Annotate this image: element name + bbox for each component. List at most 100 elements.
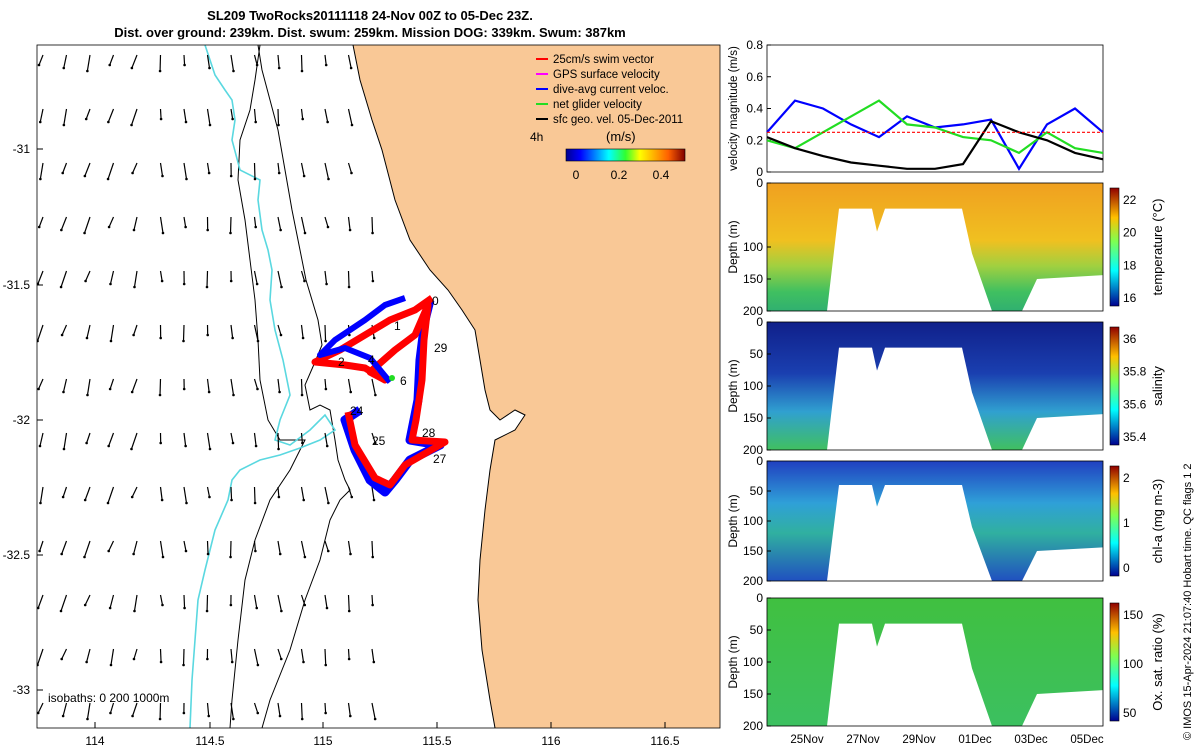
velocity-arrow-head <box>39 177 42 181</box>
velocity-arrow-head <box>374 393 377 397</box>
velocity-arrow-head <box>107 444 110 448</box>
velocity-arrow <box>159 648 162 663</box>
coastline-200m <box>257 45 351 728</box>
surface-velocity-arrows <box>37 54 377 721</box>
velocity-arrow-head <box>347 285 351 289</box>
colorbar-tick-label: 0 <box>573 168 580 182</box>
velocity-arrow <box>39 540 44 552</box>
velocity-arrow-head <box>38 444 42 448</box>
velocity-arrow-head <box>37 339 39 343</box>
velocity-arrow <box>108 540 115 552</box>
velocity-arrow <box>253 594 258 609</box>
velocity-arrow <box>159 270 163 282</box>
velocity-arrow-head <box>327 501 330 505</box>
velocity-arrow <box>324 702 327 714</box>
track-day-label: 1 <box>394 319 401 333</box>
velocity-arrow-head <box>131 714 134 718</box>
velocity-arrow <box>230 486 233 501</box>
map-y-tick-label: -32 <box>13 413 31 427</box>
velocity-arrow <box>371 432 376 444</box>
velocity-arrow-head <box>106 501 110 505</box>
map-x-tick-label: 115 <box>313 734 332 748</box>
velocity-arrow-head <box>232 393 235 397</box>
velocity-arrow-head <box>373 441 377 445</box>
velocity-arrow-head <box>255 63 259 67</box>
velocity-arrow <box>206 378 210 393</box>
velocity-arrow-head <box>62 447 66 451</box>
velocity-arrow <box>107 162 115 180</box>
velocity-arrow <box>230 54 235 72</box>
velocity-arrow-head <box>38 549 41 553</box>
velocity-arrow-head <box>371 231 374 235</box>
velocity-arrow <box>300 54 303 72</box>
velocity-arrow-head <box>159 336 162 340</box>
velocity-arrow <box>206 108 211 126</box>
velocity-arrow-head <box>61 714 65 718</box>
velocity-arrow <box>39 486 44 504</box>
track-day-label: 2 <box>338 355 345 369</box>
velocity-arrow-head <box>83 498 87 502</box>
velocity-arrow-head <box>206 333 209 337</box>
velocity-arrow-head <box>161 603 164 607</box>
velocity-arrow <box>253 378 259 390</box>
velocity-arrow-head <box>184 549 188 553</box>
velocity-arrow <box>277 594 282 612</box>
velocity-arrow-head <box>182 387 186 391</box>
velocity-arrow-head <box>185 501 188 505</box>
velocity-arrow <box>347 702 351 717</box>
velocity-arrow-head <box>182 282 186 286</box>
velocity-arrow-head <box>206 552 210 556</box>
velocity-arrow <box>206 702 210 717</box>
velocity-arrow-head <box>324 63 328 67</box>
velocity-arrow <box>109 378 115 390</box>
velocity-arrow <box>108 216 115 228</box>
velocity-arrow <box>183 108 187 123</box>
velocity-arrow <box>206 486 211 498</box>
velocity-arrow <box>37 648 44 666</box>
velocity-arrow <box>277 378 281 393</box>
velocity-arrow <box>83 216 91 234</box>
velocity-arrow <box>109 270 115 285</box>
isobaths-label: isobaths: 0 200 1000m <box>48 691 169 705</box>
velocity-arrow-head <box>158 717 162 721</box>
velocity-arrow-head <box>277 495 281 499</box>
velocity-arrow <box>37 270 44 285</box>
velocity-arrow <box>62 702 68 717</box>
velocity-arrow <box>132 702 138 717</box>
velocity-arrow <box>300 540 306 558</box>
velocity-arrow <box>183 54 186 66</box>
velocity-arrow-head <box>280 609 283 613</box>
velocity-arrow-head <box>130 390 134 394</box>
chart-title: SL209 TwoRocks20111118 24-Nov 00Z to 05-… <box>207 8 533 23</box>
map-y-tick-label: -31.5 <box>3 278 31 292</box>
velocity-arrow-head <box>277 171 281 175</box>
velocity-arrow-head <box>256 387 259 391</box>
velocity-arrow <box>133 648 138 660</box>
velocity-arrow-head <box>256 339 260 343</box>
velocity-arrow-head <box>59 609 63 613</box>
track-day-label: 25 <box>372 434 386 448</box>
velocity-arrow-head <box>280 285 283 289</box>
velocity-arrow <box>37 702 44 714</box>
velocity-arrow-head <box>37 225 41 229</box>
velocity-arrow-head <box>279 657 283 661</box>
velocity-arrow <box>253 216 257 228</box>
velocity-arrow-head <box>253 501 257 505</box>
velocity-arrow-head <box>256 663 260 667</box>
velocity-arrow-head <box>325 282 328 286</box>
velocity-arrow-head <box>86 69 89 73</box>
velocity-arrow <box>109 54 115 66</box>
velocity-arrow-head <box>303 231 307 235</box>
velocity-arrow-head <box>208 447 212 451</box>
velocity-arrow <box>371 270 374 282</box>
legend-entry: sfc geo. vel. 05-Dec-2011 <box>553 114 683 126</box>
velocity-arrow-head <box>185 177 188 181</box>
velocity-arrow <box>84 162 91 177</box>
velocity-arrow-head <box>278 552 282 556</box>
velocity-arrow-head <box>371 555 375 559</box>
velocity-arrow-head <box>347 609 351 613</box>
velocity-arrow <box>60 270 68 288</box>
velocity-arrow <box>371 648 375 663</box>
velocity-arrow-head <box>183 606 186 610</box>
velocity-arrow <box>109 702 115 714</box>
